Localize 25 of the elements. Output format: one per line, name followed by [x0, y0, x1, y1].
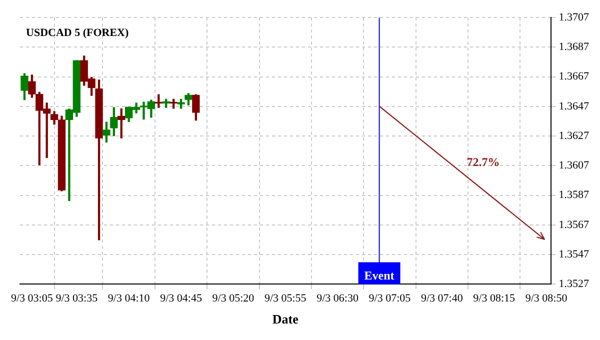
y-tick-label: 1.3607 [558, 160, 590, 172]
y-tick-label: 1.3587 [558, 189, 590, 202]
ref-line-label: Event [364, 268, 394, 282]
y-tick-label: 1.3627 [558, 130, 590, 142]
x-tick-label: 9/3 08:15 [473, 292, 516, 305]
y-tick-label: 1.3647 [558, 100, 590, 112]
y-tick-label: 1.3547 [558, 248, 590, 260]
x-tick-label: 9/3 06:30 [316, 292, 359, 305]
x-tick-label: 9/3 08:50 [525, 292, 568, 305]
x-tick-label: 9/3 03:35 [56, 292, 98, 305]
x-tick-label: 9/3 07:05 [368, 292, 412, 305]
y-tick-label: 1.3687 [558, 41, 590, 54]
y-tick-label: 1.3667 [558, 70, 590, 83]
x-tick-label: 9/3 07:40 [420, 292, 464, 305]
y-tick-label: 1.3527 [558, 278, 590, 290]
x-tick-label: 9/3 04:10 [108, 292, 150, 305]
x-tick-label: 9/3 04:45 [160, 292, 202, 305]
x-tick-label: 9/3 05:55 [264, 292, 307, 305]
x-tick-label: 9/3 03:05 [10, 292, 54, 305]
x-tick-label: 9/3 05:20 [212, 292, 255, 305]
y-tick-label: 1.3707 [558, 11, 590, 24]
y-tick-label: 1.3567 [558, 218, 590, 231]
x-axis-title: Date [272, 312, 299, 327]
text: USDCAD 5 (FOREX) [26, 26, 130, 39]
annotation: 72.7% [466, 154, 500, 169]
